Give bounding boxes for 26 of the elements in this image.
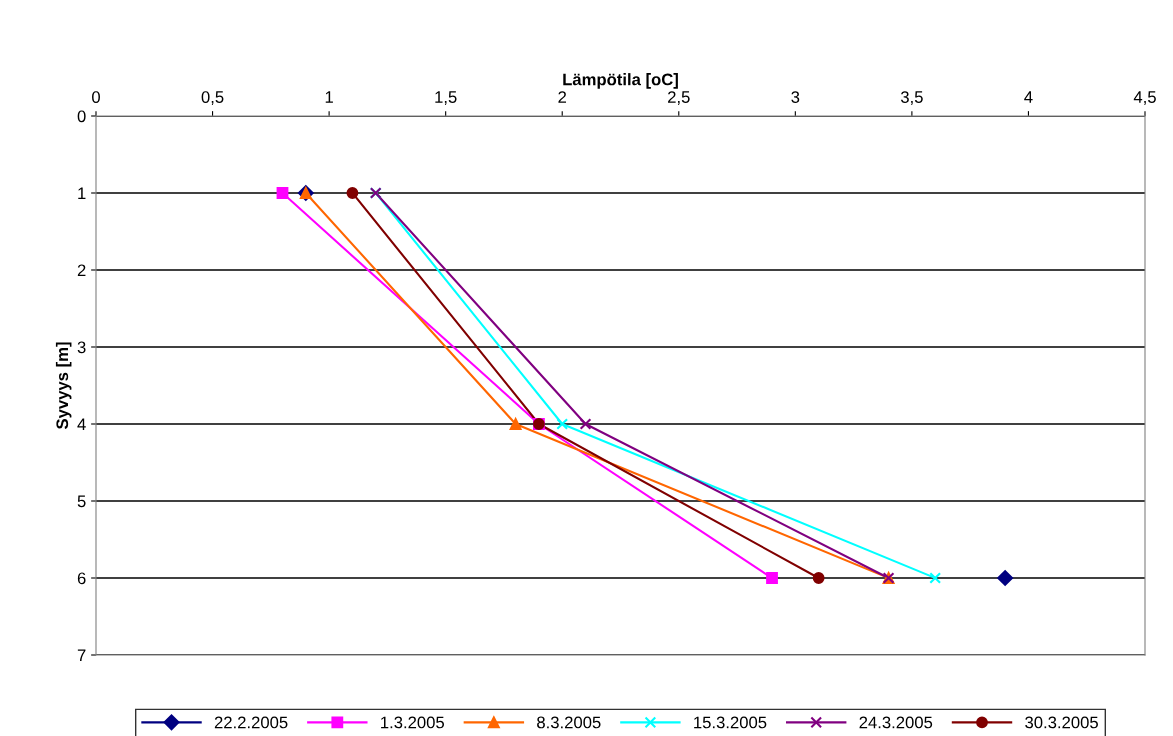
x-tick-label: 1 [325, 91, 333, 103]
y-tick-label: 3 [77, 341, 86, 354]
y-tick-label: 6 [77, 572, 86, 585]
y-tick-label: 2 [77, 264, 86, 277]
y-axis-title: Syvyys [m] [55, 342, 72, 430]
y-tick-label: 5 [77, 495, 86, 508]
legend-label: 30.3.2005 [1025, 716, 1098, 729]
legend-label: 15.3.2005 [694, 716, 767, 729]
x-tick-label: 4 [1024, 91, 1033, 103]
legend-label: 22.2.2005 [214, 716, 288, 729]
x-tick-label: 3,5 [900, 91, 923, 105]
legend-label: 1.3.2005 [381, 716, 444, 729]
x-tick-label: 2,5 [668, 91, 690, 105]
legend-label: 24.3.2005 [859, 716, 933, 729]
x-tick-label: 0 [92, 91, 100, 103]
x-tick-label: 0,5 [201, 91, 224, 105]
y-tick-label: 1 [78, 187, 86, 200]
x-tick-label: 2 [558, 91, 567, 103]
x-tick-label: 4,5 [1133, 91, 1156, 105]
x-axis-title: Lämpötila [oC] [563, 73, 678, 89]
x-tick-label: 3 [791, 91, 800, 103]
legend-label: 8.3.2005 [537, 716, 601, 729]
y-tick-label: 7 [77, 649, 86, 662]
y-tick-label: 0 [77, 110, 86, 123]
y-tick-label: 4 [77, 418, 86, 431]
x-tick-label: 1,5 [435, 91, 457, 105]
